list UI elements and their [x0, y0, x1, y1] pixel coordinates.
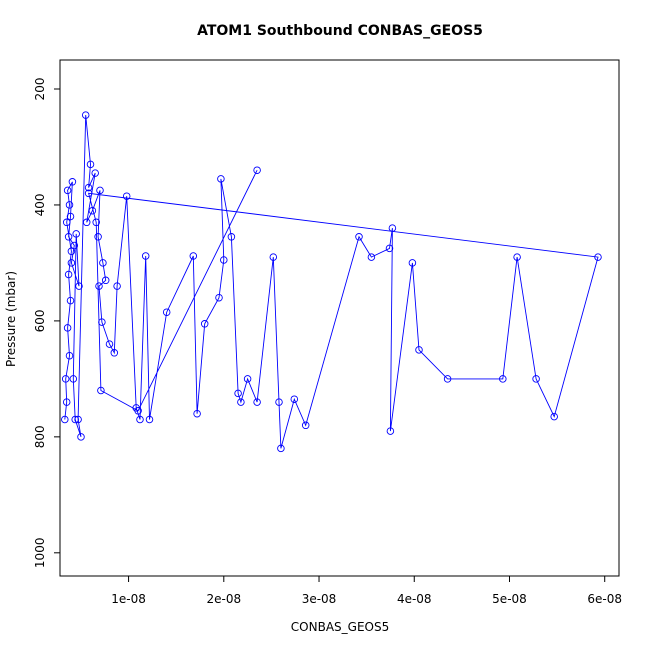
data-point — [82, 218, 91, 227]
data-point — [217, 175, 225, 183]
data-point — [97, 386, 105, 395]
data-point — [253, 166, 261, 174]
data-point — [269, 253, 278, 261]
data-point — [386, 427, 395, 435]
y-tick-label: 600 — [33, 309, 47, 332]
data-point — [65, 201, 74, 209]
y-tick-label: 200 — [33, 78, 47, 101]
data-point — [92, 218, 100, 227]
data-point — [594, 253, 602, 261]
data-point — [61, 375, 70, 383]
data-point — [64, 270, 73, 279]
data-point — [215, 293, 223, 302]
data-point — [367, 253, 376, 261]
data-point — [134, 407, 142, 415]
x-tick-label: 6e-08 — [587, 592, 622, 606]
data-point — [162, 308, 171, 316]
data-point — [66, 212, 75, 221]
y-axis-label: Pressure (mbar) — [4, 271, 18, 367]
data-point — [277, 444, 285, 453]
data-point — [275, 398, 283, 406]
data-point — [227, 233, 236, 241]
data-point — [75, 282, 83, 290]
data-point — [388, 224, 397, 232]
data-point — [62, 398, 71, 406]
data-point — [499, 375, 507, 383]
data-point — [63, 324, 72, 332]
data-point — [71, 415, 79, 424]
data-point — [237, 398, 245, 406]
data-point — [67, 259, 76, 267]
data-point — [98, 318, 106, 326]
plot-frame — [59, 59, 620, 577]
data-point — [408, 259, 417, 267]
data-point — [72, 230, 80, 238]
series-line — [61, 111, 602, 453]
data-point — [95, 282, 103, 290]
chart-title: ATOM1 Southbound CONBAS_GEOS5 — [197, 23, 483, 39]
y-tick-label: 800 — [33, 425, 47, 448]
data-point — [145, 415, 154, 424]
data-point — [189, 252, 198, 260]
data-point — [220, 256, 228, 264]
x-tick-label: 3e-08 — [302, 592, 337, 606]
data-point — [141, 252, 150, 260]
data-point — [105, 340, 114, 348]
x-tick-label: 2e-08 — [206, 592, 241, 606]
data-point — [94, 233, 102, 241]
data-point — [96, 186, 104, 195]
data-point — [385, 244, 394, 253]
data-point — [443, 375, 452, 383]
data-point — [355, 233, 363, 241]
axes: 1e-08 2e-08 3e-08 4e-08 5e-08 6e-08 200 400 600 8… — [33, 78, 622, 606]
data-point — [81, 111, 90, 119]
data-point — [84, 183, 93, 192]
x-tick-label: 1e-08 — [111, 592, 146, 606]
data-point — [84, 189, 93, 198]
data-point — [61, 415, 69, 424]
data-point — [415, 346, 423, 354]
data-point — [99, 259, 107, 267]
data-point — [63, 186, 72, 195]
data-point — [86, 160, 95, 169]
data-point — [113, 282, 121, 290]
data-point — [532, 375, 540, 383]
data-point — [70, 241, 79, 250]
data-point — [550, 412, 558, 421]
data-point — [91, 169, 99, 177]
data-point — [243, 375, 252, 383]
x-tick-label: 4e-08 — [397, 592, 432, 606]
y-tick-label: 400 — [33, 193, 47, 216]
data-point — [66, 296, 75, 305]
data-point — [193, 409, 201, 418]
data-point — [74, 415, 82, 424]
data-point — [110, 349, 119, 357]
data-point — [136, 415, 144, 424]
data-point — [122, 192, 131, 200]
data-point — [200, 320, 209, 328]
data-point — [301, 421, 310, 430]
data-point — [88, 206, 97, 215]
data-point — [290, 395, 299, 403]
y-tick-label: 1000 — [33, 538, 47, 569]
data-point — [234, 389, 242, 398]
data-point — [253, 398, 261, 406]
data-point — [101, 276, 110, 285]
data-point — [62, 218, 71, 227]
data-point — [64, 233, 73, 241]
data-point — [513, 253, 521, 261]
data-point — [69, 375, 78, 383]
data-point — [77, 433, 85, 441]
data-point — [65, 351, 74, 360]
x-tick-label: 5e-08 — [492, 592, 527, 606]
data-point — [67, 247, 76, 256]
data-point — [68, 178, 77, 186]
x-axis-label: CONBAS_GEOS5 — [291, 620, 389, 634]
